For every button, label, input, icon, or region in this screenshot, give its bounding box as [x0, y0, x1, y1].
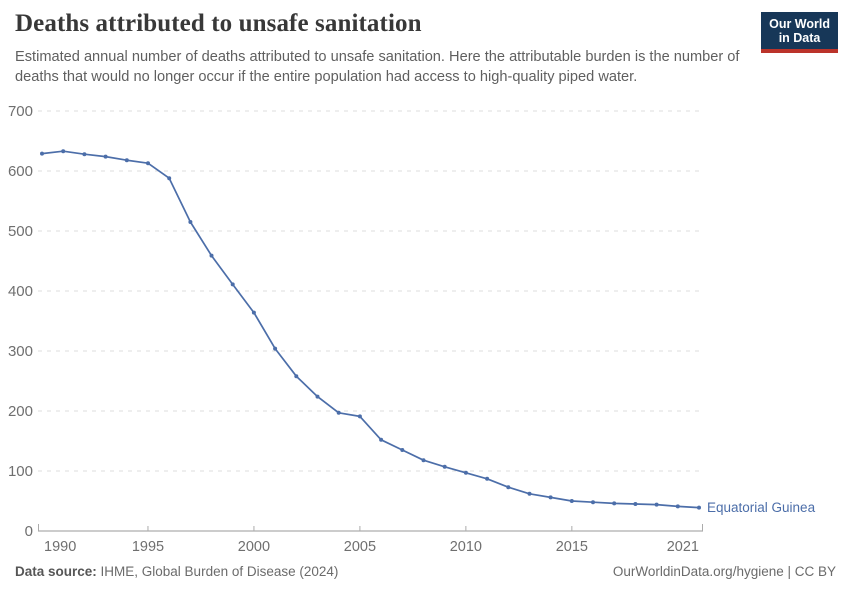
y-tick-label: 300 [8, 343, 33, 360]
data-point[interactable] [124, 158, 129, 163]
data-point[interactable] [485, 476, 490, 481]
owid-logo-line2: in Data [778, 31, 821, 45]
y-tick-label: 200 [8, 403, 33, 420]
chart-footer: Data source: IHME, Global Burden of Dise… [15, 564, 836, 579]
x-tick-label: 2005 [344, 539, 376, 555]
data-source-value: IHME, Global Burden of Disease (2024) [96, 564, 339, 579]
x-tick-label: 2010 [450, 539, 482, 555]
data-point[interactable] [230, 282, 235, 287]
data-point[interactable] [315, 394, 320, 399]
x-tick-label: 2021 [667, 539, 699, 555]
data-point[interactable] [357, 414, 362, 419]
y-tick-label: 700 [8, 103, 33, 120]
page-title: Deaths attributed to unsafe sanitation [15, 10, 422, 37]
y-tick-label: 100 [8, 463, 33, 480]
y-tick-label: 400 [8, 283, 33, 300]
data-point[interactable] [167, 176, 172, 181]
owid-logo[interactable]: Our World in Data [761, 12, 838, 53]
chart-subtitle: Estimated annual number of deaths attrib… [15, 49, 740, 85]
data-point[interactable] [421, 458, 426, 463]
data-point[interactable] [463, 470, 468, 475]
data-point[interactable] [442, 464, 447, 469]
x-tick-label: 2000 [238, 539, 270, 555]
data-point[interactable] [294, 374, 299, 379]
data-source: Data source: IHME, Global Burden of Dise… [15, 564, 338, 579]
data-point[interactable] [379, 437, 384, 442]
data-point[interactable] [569, 499, 574, 503]
data-point[interactable] [654, 502, 659, 507]
x-tick-label: 1990 [44, 539, 76, 555]
entity-label[interactable]: Equatorial Guinea [707, 500, 816, 515]
data-point[interactable] [336, 410, 341, 415]
data-point[interactable] [633, 502, 638, 506]
owid-logo-line1: Our World [769, 17, 830, 31]
data-point[interactable] [40, 151, 44, 156]
x-tick-label: 2015 [556, 539, 588, 555]
data-point[interactable] [146, 161, 150, 166]
data-point[interactable] [209, 253, 214, 258]
data-point[interactable] [548, 495, 553, 500]
data-point[interactable] [675, 504, 680, 509]
data-point[interactable] [400, 448, 405, 452]
y-tick-label: 600 [8, 163, 33, 180]
data-point[interactable] [188, 220, 193, 224]
data-point[interactable] [697, 505, 701, 510]
data-point[interactable] [612, 501, 617, 506]
data-line[interactable] [41, 150, 700, 509]
y-tick-label: 500 [8, 223, 33, 240]
data-point[interactable] [273, 346, 278, 351]
data-point[interactable] [82, 152, 87, 157]
x-tick-label: 1995 [132, 539, 164, 555]
data-point[interactable] [591, 500, 595, 505]
data-point[interactable] [103, 154, 108, 159]
credit-link[interactable]: OurWorldinData.org/hygiene | CC BY [612, 564, 836, 579]
data-point[interactable] [251, 310, 256, 315]
data-point[interactable] [61, 149, 66, 154]
data-point[interactable] [527, 491, 532, 496]
y-tick-label: 0 [25, 523, 33, 540]
data-point[interactable] [506, 485, 511, 490]
data-source-label: Data source: [15, 564, 97, 579]
